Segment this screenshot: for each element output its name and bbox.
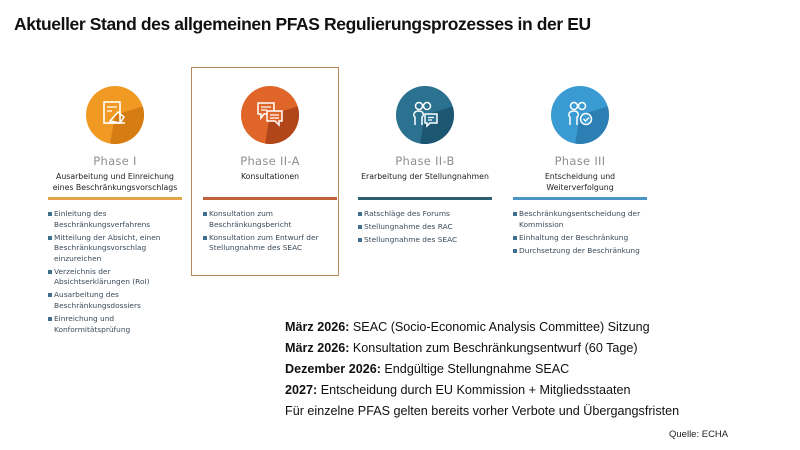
list-item: Einleitung des Beschränkungsverfahrens: [48, 209, 182, 230]
bullet-icon: [513, 212, 517, 216]
list-item: Durchsetzung der Beschränkung: [513, 246, 647, 257]
timeline-date: 2027:: [285, 383, 318, 397]
phase-2a-icon-badge: [241, 86, 299, 144]
phase-3-divider: [513, 197, 647, 200]
list-item: Konsultation zum Beschränkungsbericht: [203, 209, 337, 230]
list-item: Mitteilung der Absicht, einen Beschränku…: [48, 233, 182, 265]
people-comment-icon: [413, 101, 438, 128]
bullet-icon: [358, 237, 362, 242]
phase-1-subtitle: Ausarbeitung und Einreichung eines Besch…: [52, 172, 178, 192]
phase-2b-column: Phase II-B Erarbeitung der Stellungnahme…: [358, 68, 492, 248]
phase-2a-label: Phase II-A: [240, 154, 300, 168]
phase-2a-column: Phase II-A Konsultationen Konsultation z…: [203, 68, 337, 256]
document-edit-icon: [103, 101, 125, 124]
people-check-icon: [568, 101, 593, 126]
current-phase-highlight: [191, 67, 339, 276]
list-item: Konsultation zum Entwurf der Stellungnah…: [203, 233, 337, 254]
list-item: Stellungnahme des SEAC: [358, 235, 492, 246]
timeline-date: Dezember 2026:: [285, 362, 381, 376]
bullet-icon: [48, 212, 52, 216]
timeline-date: März 2026:: [285, 320, 350, 334]
bullet-icon: [203, 235, 207, 240]
list-item: Ausarbeitung des Beschränkungsdossiers: [48, 290, 182, 311]
timeline-notes: März 2026: SEAC (Socio-Economic Analysis…: [285, 319, 679, 424]
phase-2b-icon-badge: [396, 86, 454, 144]
phase-2b-subtitle: Erarbeitung der Stellungnahmen: [361, 172, 489, 181]
list-item: Ratschläge des Forums: [358, 209, 492, 220]
bullet-icon: [48, 293, 52, 298]
timeline-text: Entscheidung durch EU Kommission + Mitgl…: [317, 383, 631, 397]
phase-1-items: Einleitung des Beschränkungsverfahrens M…: [48, 209, 182, 337]
phase-1-icon-badge: [86, 86, 144, 144]
bullet-icon: [203, 212, 207, 216]
chat-bubbles-icon: [257, 102, 283, 127]
timeline-row: März 2026: Konsultation zum Beschränkung…: [285, 340, 679, 361]
phase-1-column: Phase I Ausarbeitung und Einreichung ein…: [48, 68, 182, 337]
phase-2b-label: Phase II-B: [395, 154, 455, 168]
timeline-text: Endgültige Stellungnahme SEAC: [380, 362, 570, 376]
phase-1-divider: [48, 197, 182, 200]
phase-2a-divider: [203, 197, 337, 200]
list-item: Einreichung und Konformitätsprüfung: [48, 314, 182, 335]
timeline-text: SEAC (Socio-Economic Analysis Committee)…: [349, 320, 650, 334]
bullet-icon: [513, 235, 517, 240]
source-caption: Quelle: ECHA: [669, 429, 729, 440]
bullet-icon: [48, 235, 52, 240]
timeline-row: Für einzelne PFAS gelten bereits vorher …: [285, 403, 679, 424]
page-title: Aktueller Stand des allgemeinen PFAS Reg…: [14, 14, 591, 34]
timeline-row: 2027: Entscheidung durch EU Kommission +…: [285, 382, 679, 403]
phase-3-label: Phase III: [554, 154, 606, 168]
phase-2b-items: Ratschläge des Forums Stellungnahme des …: [358, 209, 492, 248]
bullet-icon: [358, 224, 362, 229]
phase-1-label: Phase I: [93, 154, 137, 168]
timeline-date: März 2026:: [285, 341, 350, 355]
phase-3-subtitle: Entscheidung und Weiterverfolgung: [544, 172, 616, 192]
phase-2a-subtitle: Konsultationen: [240, 172, 300, 181]
phase-3-icon-badge: [551, 86, 609, 144]
phase-2a-items: Konsultation zum Beschränkungsbericht Ko…: [203, 209, 337, 256]
bullet-icon: [48, 269, 52, 274]
bullet-icon: [513, 248, 517, 253]
phase-3-items: Beschränkungsentscheidung der Kommission…: [513, 209, 647, 259]
bullet-icon: [358, 212, 362, 216]
timeline-text: Konsultation zum Beschränkungsentwurf (6…: [349, 341, 638, 355]
bullet-icon: [48, 316, 52, 321]
list-item: Stellungnahme des RAC: [358, 222, 492, 233]
phase-2b-divider: [358, 197, 492, 200]
list-item: Einhaltung der Beschränkung: [513, 233, 647, 244]
phase-3-column: Phase III Entscheidung und Weiterverfolg…: [513, 68, 647, 259]
timeline-row: Dezember 2026: Endgültige Stellungnahme …: [285, 361, 679, 382]
timeline-text: Für einzelne PFAS gelten bereits vorher …: [285, 404, 680, 418]
timeline-row: März 2026: SEAC (Socio-Economic Analysis…: [285, 319, 679, 340]
list-item: Verzeichnis der Absichtserklärungen (RoI…: [48, 267, 182, 288]
list-item: Beschränkungsentscheidung der Kommission: [513, 209, 647, 230]
